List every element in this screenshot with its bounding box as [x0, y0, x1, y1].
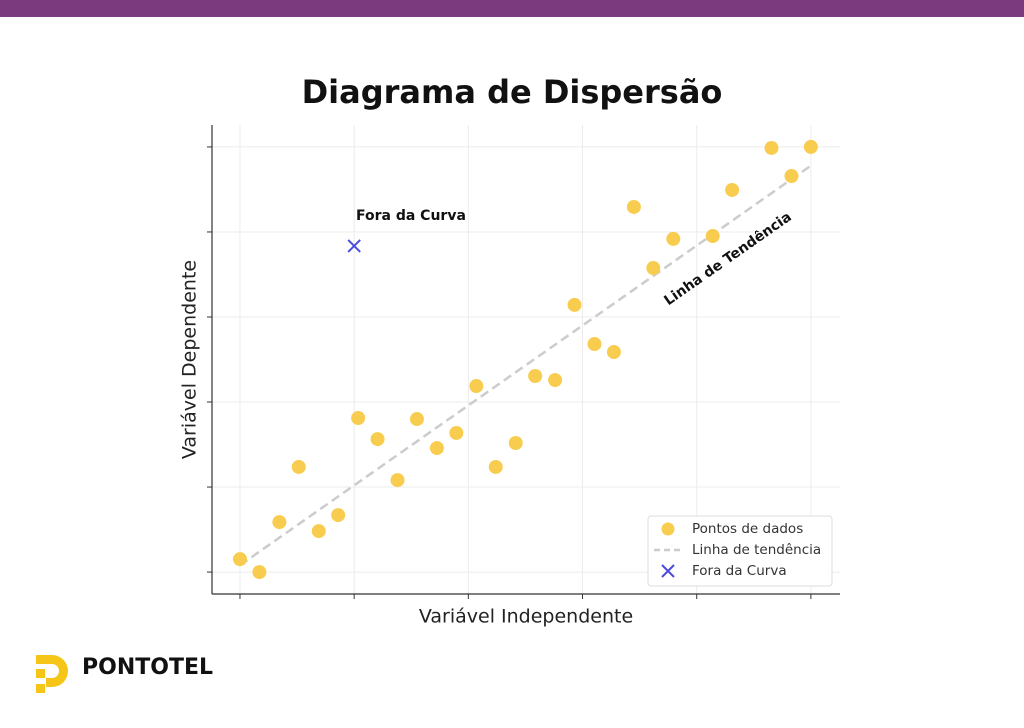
- data-point: [803, 139, 818, 154]
- data-point: [390, 473, 405, 488]
- trend-line: [239, 164, 812, 567]
- data-point: [528, 368, 543, 383]
- data-point: [587, 337, 602, 352]
- legend-label: Fora da Curva: [692, 563, 787, 579]
- legend-marker: [661, 564, 675, 578]
- data-point: [488, 459, 503, 474]
- annotation: Fora da Curva: [356, 208, 466, 224]
- legend-marker: [661, 522, 675, 536]
- logo-mark: [36, 655, 68, 687]
- data-point: [370, 432, 385, 447]
- data-point: [764, 140, 779, 155]
- data-point: [429, 441, 444, 456]
- data-point: [548, 373, 563, 388]
- cross-marker: [347, 239, 361, 253]
- data-point: [725, 182, 740, 197]
- data-point: [252, 565, 267, 580]
- data-point: [567, 297, 582, 312]
- data-point: [331, 508, 346, 523]
- legend-box: [647, 515, 833, 587]
- data-point: [508, 435, 523, 450]
- legend: Pontos de dados Linha de tendência Fora da…: [647, 515, 833, 587]
- data-point: [666, 231, 681, 246]
- data-point: [449, 425, 464, 440]
- data-point: [272, 515, 287, 530]
- data-point: [291, 459, 306, 474]
- y-axis-label: Variável Dependente: [179, 260, 201, 459]
- logo-mark: [36, 684, 45, 693]
- data-point: [646, 261, 661, 276]
- logo-mark: [36, 669, 45, 678]
- data-point: [705, 229, 720, 244]
- legend-label: Linha de tendência: [692, 542, 821, 558]
- data-point: [469, 379, 484, 394]
- brand: PONTOTEL: [82, 655, 213, 680]
- legend-label: Pontos de dados: [692, 521, 803, 537]
- logo: PONTOTEL: [36, 655, 213, 693]
- data-point: [409, 412, 424, 427]
- x-axis-label: Variável Independente: [419, 606, 633, 628]
- top-bar: [0, 0, 1024, 17]
- data-point: [311, 524, 326, 539]
- data-point: [232, 552, 247, 567]
- data-point: [606, 345, 621, 360]
- chart-title: Diagrama de Dispersão: [302, 73, 723, 111]
- data-point: [784, 169, 799, 184]
- data-point: [351, 410, 366, 425]
- data-point: [626, 199, 641, 214]
